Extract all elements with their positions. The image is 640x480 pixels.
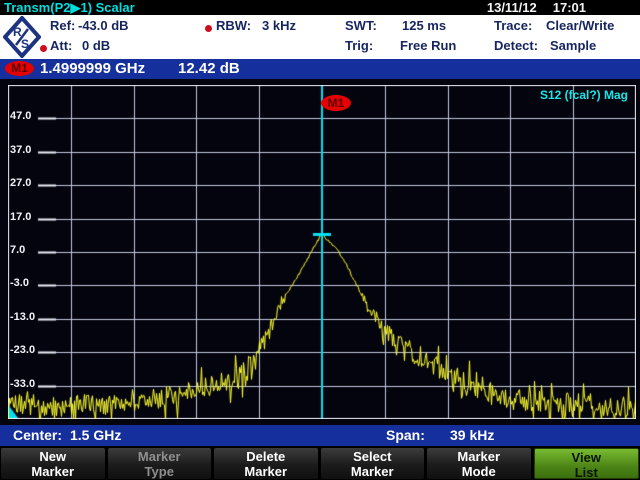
ref-label: Ref:	[50, 18, 76, 33]
rbw-label: RBW:	[216, 18, 252, 33]
svg-text:R: R	[13, 25, 22, 39]
rbw-value: 3 kHz	[262, 18, 296, 33]
softkey-view-list[interactable]: View List	[533, 448, 639, 480]
y-tick-label: 47.0	[10, 110, 32, 122]
trig-value: Free Run	[400, 38, 457, 53]
swt-label: SWT:	[345, 18, 377, 33]
att-manual-dot-icon	[40, 45, 47, 52]
softkey-marker-mode[interactable]: Marker Mode	[427, 448, 531, 479]
softkey-select-marker[interactable]: Select Marker	[320, 448, 424, 479]
svg-text:S: S	[21, 37, 29, 51]
y-tick-label: 17.0	[10, 211, 32, 223]
measurement-title: Transm(P2▶1) Scalar	[4, 0, 135, 15]
trace-mode-value: Clear/Write	[546, 18, 615, 33]
title-bar: Transm(P2▶1) Scalar 13/11/12 17:01	[0, 0, 640, 15]
trig-label: Trig:	[345, 38, 374, 53]
date-label: 13/11/12	[486, 0, 537, 15]
y-tick-label: 37.0	[10, 144, 32, 156]
y-tick-label: 27.0	[10, 177, 32, 189]
att-value: 0 dB	[82, 38, 111, 53]
plot-canvas	[8, 85, 636, 419]
swt-value: 125 ms	[402, 18, 447, 33]
softkey-delete-marker[interactable]: Delete Marker	[214, 448, 318, 479]
trace-format-label: S12 (fcal?) Mag	[539, 88, 628, 102]
frequency-axis-bar: Center: 1.5 GHz Span: 39 kHz	[0, 425, 640, 446]
center-label: Center:	[13, 427, 63, 443]
span-value: 39 kHz	[450, 427, 495, 443]
marker-readout-bar: M1 1.4999999 GHz 12.42 dB	[0, 59, 640, 79]
detect-label: Detect:	[494, 38, 539, 53]
softkey-bar: New Marker Marker Type Delete Marker Select…	[0, 446, 640, 480]
trace-mode-label: Trace:	[494, 18, 533, 33]
y-tick-label: -33.0	[10, 378, 36, 390]
marker-m1-handle[interactable]: M1	[321, 95, 351, 111]
y-tick-label: -23.0	[10, 344, 36, 356]
rbw-manual-dot-icon	[205, 25, 212, 32]
y-tick-label: -13.0	[10, 311, 36, 323]
time-label: 17:01	[552, 0, 586, 15]
rs-logo-icon: R S	[2, 15, 42, 63]
center-value: 1.5 GHz	[70, 427, 122, 443]
plot-area: 47.0 37.0 27.0 17.0 7.0 -3.0 -13.0 -23.0…	[0, 79, 640, 425]
marker-badge: M1	[5, 61, 34, 76]
marker-frequency: 1.4999999 GHz	[40, 60, 146, 77]
marker-level: 12.42 dB	[178, 60, 240, 77]
datetime: 13/11/12 17:01	[487, 0, 586, 15]
att-label: Att:	[50, 38, 73, 53]
ref-value: -43.0 dB	[78, 18, 129, 33]
span-label: Span:	[386, 427, 425, 443]
y-tick-label: -3.0	[10, 277, 29, 289]
softkey-new-marker[interactable]: New Marker	[1, 448, 105, 479]
softkey-marker-type[interactable]: Marker Type	[107, 448, 211, 479]
detect-value: Sample	[550, 38, 597, 53]
y-tick-label: 7.0	[10, 244, 26, 256]
settings-panel: R S Ref: -43.0 dB Att: 0 dB RBW: 3 kHz S…	[0, 15, 640, 59]
